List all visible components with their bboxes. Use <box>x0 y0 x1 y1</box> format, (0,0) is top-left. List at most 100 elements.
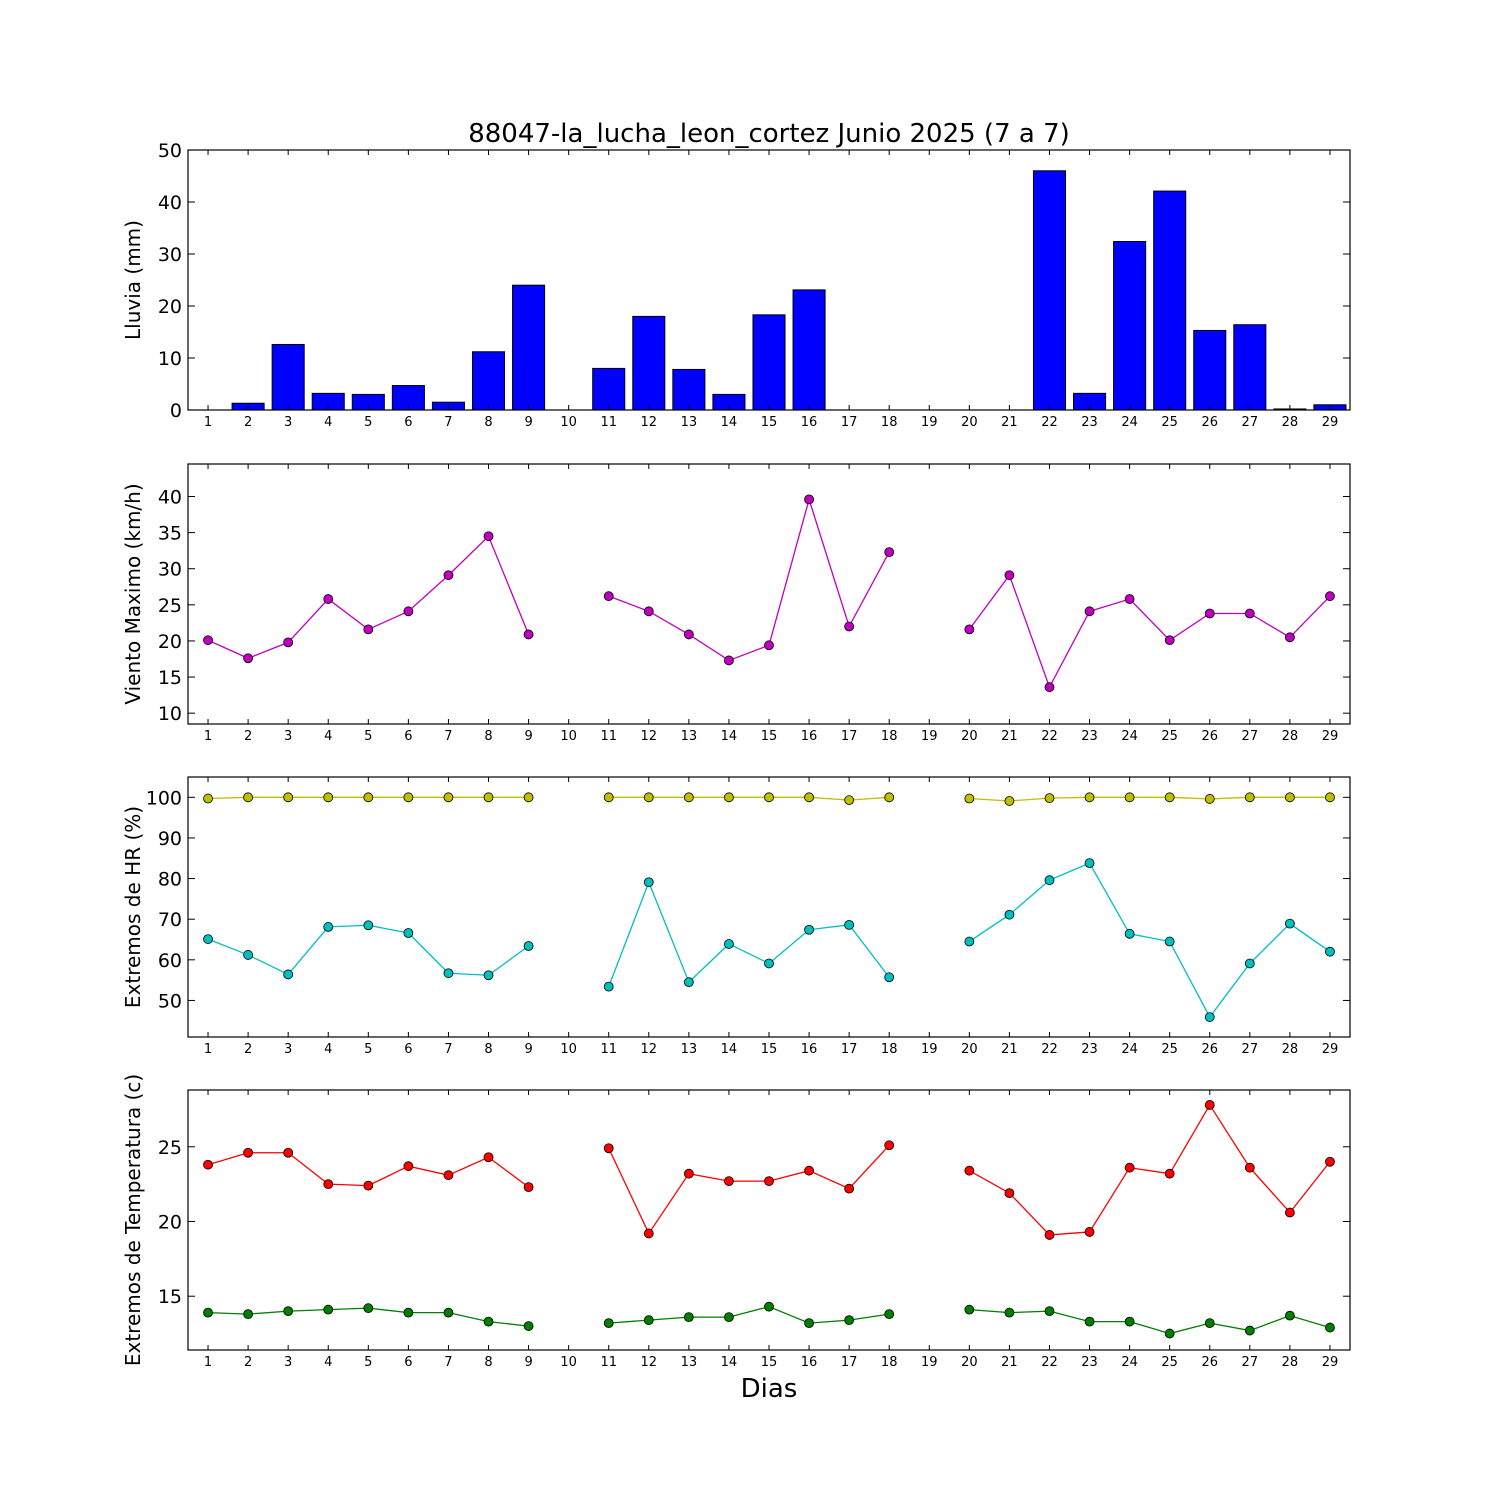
viento-series-1-point <box>443 570 454 581</box>
viento-xtick-label: 10 <box>560 729 577 744</box>
temperatura-series-1-point <box>483 1152 494 1163</box>
temperatura-series-1-point <box>603 1143 614 1154</box>
temperatura-series-1-point <box>683 1168 694 1179</box>
viento-xtick-label: 3 <box>284 729 292 744</box>
hr-series-2-point <box>1084 858 1095 869</box>
hr-series-1-point <box>724 792 734 803</box>
hr-xtick-label: 4 <box>324 1042 332 1057</box>
viento-xtick-label: 17 <box>841 729 858 744</box>
viento-ytick-label: 35 <box>158 523 182 545</box>
temperatura-series-2-line <box>969 1309 1331 1335</box>
hr-series-1-point <box>643 792 654 803</box>
hr-series-1-point <box>1325 792 1335 803</box>
temperatura-series-1-point <box>1284 1207 1295 1218</box>
temperatura-xtick-label: 21 <box>1001 1355 1018 1370</box>
lluvia-xtick-label: 17 <box>841 415 858 430</box>
hr-series-2-point <box>683 977 694 988</box>
viento-xtick-label: 12 <box>641 729 658 744</box>
viento-ytick-label: 20 <box>158 631 182 653</box>
hr-ytick-label: 50 <box>158 990 182 1012</box>
hr-xtick-label: 9 <box>524 1042 532 1057</box>
temperatura-series-1-point <box>1325 1156 1335 1167</box>
hr-series-2-point <box>603 981 614 992</box>
temperatura-xtick-label: 27 <box>1242 1355 1259 1370</box>
temperatura-xtick-label: 3 <box>284 1355 292 1370</box>
temperatura-series-2-point <box>1124 1316 1135 1327</box>
viento-xtick-label: 2 <box>244 729 252 744</box>
lluvia-xtick-label: 4 <box>324 415 332 430</box>
temperatura-series-1-point <box>1244 1162 1255 1173</box>
temperatura-xtick-label: 18 <box>881 1355 898 1370</box>
temperatura-series-1-point <box>1204 1100 1215 1110</box>
viento-xtick-label: 16 <box>801 729 818 744</box>
temperatura-series-1-point <box>804 1165 814 1176</box>
hr-xtick-label: 19 <box>921 1042 938 1057</box>
lluvia-ytick-label: 0 <box>170 400 182 422</box>
hr-series-1-point <box>523 792 534 803</box>
hr-xtick-label: 26 <box>1201 1042 1218 1057</box>
hr-series-1-point <box>1004 796 1015 806</box>
hr-series-2-point <box>1284 918 1295 929</box>
viento-series-1-point <box>1164 635 1175 646</box>
lluvia-xtick-label: 22 <box>1041 415 1058 430</box>
temperatura-series-2-point <box>243 1309 254 1320</box>
hr-series-1-line <box>608 796 890 801</box>
viento-xtick-label: 13 <box>681 729 698 744</box>
viento-series-1-point <box>683 629 694 640</box>
hr-xtick-label: 22 <box>1041 1042 1058 1057</box>
lluvia-xtick-label: 19 <box>921 415 938 430</box>
hr-series-1-point <box>964 793 975 804</box>
hr-xtick-label: 18 <box>881 1042 898 1057</box>
lluvia-bar <box>471 351 506 411</box>
hr-series-1-point <box>1204 794 1215 804</box>
viento-series-1-point <box>844 621 855 632</box>
viento-series-1-point <box>724 655 734 666</box>
temperatura-series-2-point <box>1044 1306 1055 1317</box>
lluvia-bar <box>752 314 786 411</box>
temperatura-series-2-point <box>964 1304 975 1315</box>
temperatura-xtick-label: 12 <box>641 1355 658 1370</box>
temperatura-xtick-label: 9 <box>524 1355 532 1370</box>
hr-series-1-line <box>969 796 1330 802</box>
temperatura-xtick-label: 22 <box>1041 1355 1058 1370</box>
lluvia-xtick-label: 7 <box>444 415 452 430</box>
temperatura-y-axis-label: Extremos de Temperatura (c) <box>121 1074 145 1366</box>
viento-xtick-label: 11 <box>600 729 617 744</box>
temperatura-xtick-label: 15 <box>761 1355 778 1370</box>
hr-xtick-label: 27 <box>1242 1042 1259 1057</box>
hr-series-2-point <box>443 968 454 979</box>
chart-title: 88047-la_lucha_leon_cortez Junio 2025 (7… <box>468 119 1070 149</box>
lluvia-bar <box>672 368 706 411</box>
lluvia-xtick-label: 18 <box>881 415 898 430</box>
viento-xtick-label: 22 <box>1041 729 1058 744</box>
hr-series-2-point <box>363 920 374 931</box>
lluvia-ytick-label: 40 <box>158 192 182 214</box>
hr-series-2-point <box>323 922 334 932</box>
hr-ytick-label: 90 <box>158 828 182 850</box>
temperatura-xtick-label: 23 <box>1081 1355 1098 1370</box>
hr-xtick-label: 21 <box>1001 1042 1018 1057</box>
lluvia-xtick-label: 23 <box>1081 415 1098 430</box>
temperatura-series-2-point <box>724 1312 734 1323</box>
temperatura-series-2-line <box>608 1305 890 1324</box>
viento-xtick-label: 15 <box>761 729 778 744</box>
viento-xtick-label: 18 <box>881 729 898 744</box>
viento-y-axis-label: Viento Maximo (km/h) <box>121 483 145 704</box>
hr-xtick-label: 11 <box>600 1042 617 1057</box>
temperatura-xtick-label: 19 <box>921 1355 938 1370</box>
hr-xtick-label: 7 <box>444 1042 452 1057</box>
lluvia-xtick-label: 2 <box>244 415 252 430</box>
temperatura-series-2-point <box>844 1315 855 1326</box>
viento-series-1-point <box>1284 632 1295 643</box>
viento-xtick-label: 9 <box>524 729 532 744</box>
viento-xtick-label: 24 <box>1121 729 1138 744</box>
lluvia-bar <box>792 289 826 411</box>
temperatura-series-2-point <box>643 1315 654 1326</box>
temperatura-series-1-point <box>403 1161 414 1172</box>
hr-series-1-point <box>764 792 774 803</box>
lluvia-xtick-label: 24 <box>1121 415 1138 430</box>
lluvia-xtick-label: 14 <box>721 415 738 430</box>
temperatura-xtick-label: 6 <box>404 1355 412 1370</box>
hr-series-2-point <box>1244 958 1255 969</box>
